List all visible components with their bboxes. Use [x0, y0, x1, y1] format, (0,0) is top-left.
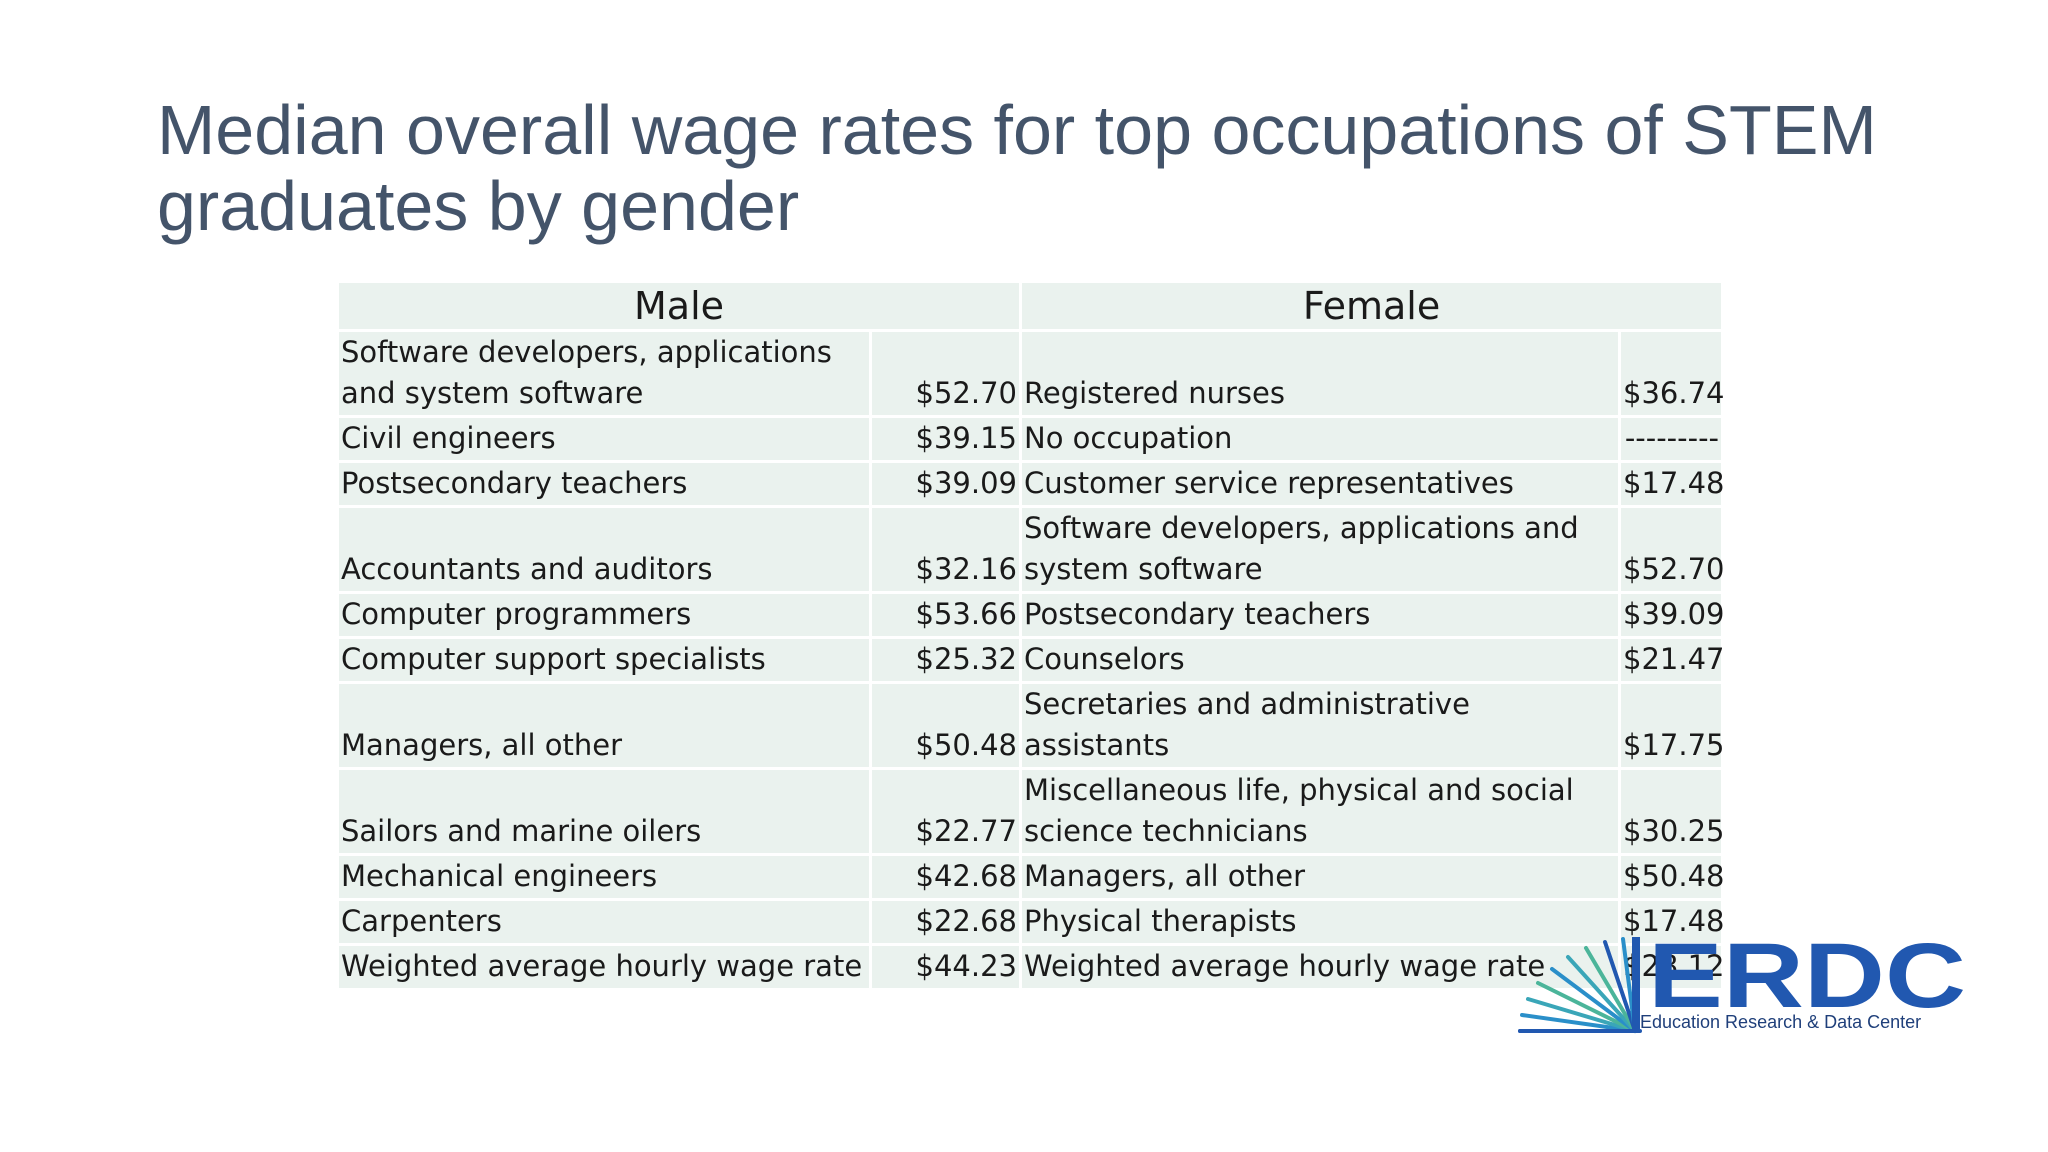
- male-wage: $44.23: [872, 946, 1020, 988]
- logo-wordmark: ERDC: [1648, 935, 1966, 1027]
- male-occupation: Accountants and auditors: [339, 508, 869, 591]
- wage-table: Male Female Software developers, applica…: [336, 280, 1725, 991]
- female-wage: $52.70: [1621, 508, 1725, 591]
- male-wage: $39.15: [872, 418, 1020, 460]
- female-occupation: Miscellaneous life, physical and social …: [1022, 770, 1619, 853]
- male-wage: $22.77: [872, 770, 1020, 853]
- female-occupation: Counselors: [1022, 639, 1619, 681]
- female-wage: ---------: [1621, 418, 1722, 460]
- male-wage: $39.09: [872, 463, 1020, 505]
- female-occupation: Customer service representatives: [1022, 463, 1619, 505]
- male-occupation: Managers, all other: [339, 684, 869, 767]
- female-header: Female: [1022, 283, 1722, 329]
- table-row: Civil engineers $39.15 No occupation ---…: [339, 418, 1722, 460]
- table-row: Carpenters $22.68 Physical therapists $1…: [339, 901, 1725, 943]
- female-occupation: Physical therapists: [1022, 901, 1619, 943]
- male-wage: $25.32: [872, 639, 1020, 681]
- female-occupation: Registered nurses: [1022, 332, 1619, 415]
- female-wage: $17.48: [1621, 901, 1725, 943]
- slide-title: Median overall wage rates for top occupa…: [157, 91, 1877, 245]
- table-row: Managers, all other $50.48 Secretaries a…: [339, 684, 1725, 767]
- sunburst-icon: [1518, 937, 1642, 1033]
- table-row: Computer support specialists $25.32 Coun…: [339, 639, 1725, 681]
- female-occupation: No occupation: [1022, 418, 1619, 460]
- female-wage: $36.74: [1621, 332, 1725, 415]
- table-row: Weighted average hourly wage rate $44.23…: [339, 946, 1725, 988]
- table-row: Postsecondary teachers $39.09 Customer s…: [339, 463, 1725, 505]
- male-occupation: Weighted average hourly wage rate: [339, 946, 869, 988]
- male-occupation: Mechanical engineers: [339, 856, 869, 898]
- male-header: Male: [339, 283, 1020, 329]
- logo-subtitle: Education Research & Data Center: [1640, 1012, 1922, 1032]
- male-occupation: Civil engineers: [339, 418, 869, 460]
- female-occupation: Software developers, applications and sy…: [1022, 508, 1619, 591]
- male-wage: $22.68: [872, 901, 1020, 943]
- male-wage: $32.16: [872, 508, 1020, 591]
- male-occupation: Computer programmers: [339, 594, 869, 636]
- female-wage: $50.48: [1621, 856, 1725, 898]
- male-occupation: Carpenters: [339, 901, 869, 943]
- female-occupation: Secretaries and administrative assistant…: [1022, 684, 1619, 767]
- female-occupation: Managers, all other: [1022, 856, 1619, 898]
- female-wage: $21.47: [1621, 639, 1725, 681]
- table-header-row: Male Female: [339, 283, 1722, 329]
- male-wage: $50.48: [872, 684, 1020, 767]
- male-occupation: Software developers, applications and sy…: [339, 332, 869, 415]
- female-occupation: Weighted average hourly wage rate: [1022, 946, 1619, 988]
- table-row: Sailors and marine oilers $22.77 Miscell…: [339, 770, 1725, 853]
- male-occupation: Computer support specialists: [339, 639, 869, 681]
- female-wage: $17.48: [1621, 463, 1725, 505]
- female-wage: $39.09: [1621, 594, 1725, 636]
- table-row: Software developers, applications and sy…: [339, 332, 1725, 415]
- erdc-logo: ERDC: [1518, 935, 1966, 1033]
- table-row: Accountants and auditors $32.16 Software…: [339, 508, 1725, 591]
- table-row: Mechanical engineers $42.68 Managers, al…: [339, 856, 1725, 898]
- table-row: Computer programmers $53.66 Postsecondar…: [339, 594, 1725, 636]
- female-occupation: Postsecondary teachers: [1022, 594, 1619, 636]
- male-wage: $53.66: [872, 594, 1020, 636]
- male-wage: $52.70: [872, 332, 1020, 415]
- female-wage: $30.25: [1621, 770, 1725, 853]
- male-occupation: Sailors and marine oilers: [339, 770, 869, 853]
- male-occupation: Postsecondary teachers: [339, 463, 869, 505]
- male-wage: $42.68: [872, 856, 1020, 898]
- female-wage: $17.75: [1621, 684, 1725, 767]
